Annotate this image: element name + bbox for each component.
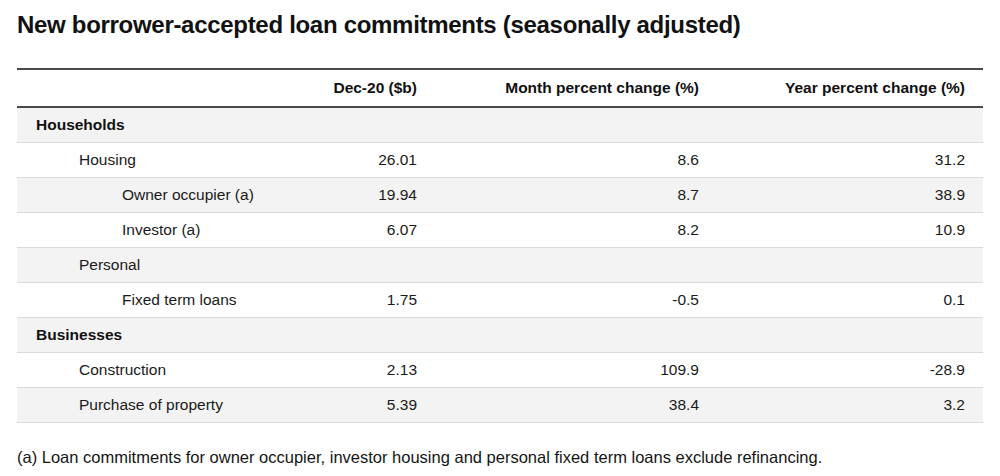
column-header-blank <box>17 69 296 107</box>
table-row-owner-occupier: Owner occupier (a) 19.94 8.7 38.9 <box>17 178 983 213</box>
row-value-month <box>435 248 717 283</box>
row-value-dec20: 1.75 <box>296 283 435 318</box>
table-row-construction: Construction 2.13 109.9 -28.9 <box>17 353 983 388</box>
row-label: Purchase of property <box>17 388 296 423</box>
table-row-housing: Housing 26.01 8.6 31.2 <box>17 143 983 178</box>
row-value-month: 8.2 <box>435 213 717 248</box>
row-value-year: -28.9 <box>717 353 983 388</box>
row-value-dec20: 19.94 <box>296 178 435 213</box>
loan-commitments-table: Dec-20 ($b) Month percent change (%) Yea… <box>17 68 983 423</box>
table-row-businesses: Businesses <box>17 318 983 353</box>
row-label: Housing <box>17 143 296 178</box>
row-value-year <box>717 107 983 143</box>
column-header-year-change: Year percent change (%) <box>717 69 983 107</box>
row-value-month <box>435 318 717 353</box>
row-value-month <box>435 107 717 143</box>
table-row-fixed-term-loans: Fixed term loans 1.75 -0.5 0.1 <box>17 283 983 318</box>
row-label: Construction <box>17 353 296 388</box>
column-header-dec-20: Dec-20 ($b) <box>296 69 435 107</box>
table-row-investor: Investor (a) 6.07 8.2 10.9 <box>17 213 983 248</box>
table-body: Households Housing 26.01 8.6 31.2 Owner … <box>17 107 983 423</box>
row-value-year <box>717 318 983 353</box>
row-value-dec20: 5.39 <box>296 388 435 423</box>
row-value-year: 0.1 <box>717 283 983 318</box>
row-value-year: 10.9 <box>717 213 983 248</box>
row-label: Fixed term loans <box>17 283 296 318</box>
row-value-month: 8.7 <box>435 178 717 213</box>
row-value-dec20: 2.13 <box>296 353 435 388</box>
row-value-dec20 <box>296 248 435 283</box>
table-row-purchase-of-property: Purchase of property 5.39 38.4 3.2 <box>17 388 983 423</box>
table-header: Dec-20 ($b) Month percent change (%) Yea… <box>17 69 983 107</box>
row-value-year <box>717 248 983 283</box>
column-header-month-change: Month percent change (%) <box>435 69 717 107</box>
row-value-month: -0.5 <box>435 283 717 318</box>
row-value-year: 3.2 <box>717 388 983 423</box>
row-label: Businesses <box>17 318 296 353</box>
row-value-year: 38.9 <box>717 178 983 213</box>
row-value-dec20: 6.07 <box>296 213 435 248</box>
row-label: Investor (a) <box>17 213 296 248</box>
row-label: Households <box>17 107 296 143</box>
row-value-month: 109.9 <box>435 353 717 388</box>
row-value-year: 31.2 <box>717 143 983 178</box>
table-header-row: Dec-20 ($b) Month percent change (%) Yea… <box>17 69 983 107</box>
row-value-dec20 <box>296 107 435 143</box>
row-value-month: 38.4 <box>435 388 717 423</box>
page-title: New borrower-accepted loan commitments (… <box>17 10 983 40</box>
table-row-personal: Personal <box>17 248 983 283</box>
row-value-dec20: 26.01 <box>296 143 435 178</box>
row-label: Personal <box>17 248 296 283</box>
row-value-dec20 <box>296 318 435 353</box>
table-row-households: Households <box>17 107 983 143</box>
row-label: Owner occupier (a) <box>17 178 296 213</box>
page: New borrower-accepted loan commitments (… <box>0 0 1000 468</box>
row-value-month: 8.6 <box>435 143 717 178</box>
footnote: (a) Loan commitments for owner occupier,… <box>17 446 983 468</box>
